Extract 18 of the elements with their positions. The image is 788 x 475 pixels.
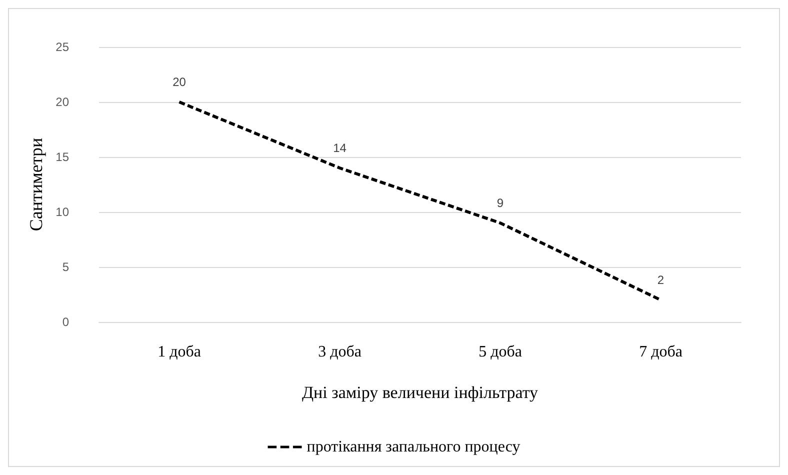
data-label: 2 — [657, 273, 664, 287]
x-tick-label: 5 доба — [478, 344, 522, 360]
y-tick-label: 10 — [56, 205, 70, 219]
x-tick-label: 1 доба — [158, 344, 201, 360]
line-series — [178, 100, 662, 302]
x-tick-label: 7 доба — [639, 344, 682, 360]
y-tick-label: 5 — [62, 260, 70, 274]
y-tick-label: 20 — [56, 95, 70, 109]
x-tick-label: 3 доба — [318, 344, 362, 360]
data-label: 14 — [333, 141, 347, 155]
data-label: 20 — [172, 75, 186, 89]
y-axis-title: Сантиметри — [26, 138, 46, 232]
y-tick-label: 25 — [56, 40, 70, 54]
x-axis-title: Дні заміру величени інфільтрату — [302, 383, 539, 402]
data-label: 9 — [496, 196, 504, 210]
y-tick-label: 0 — [62, 315, 70, 329]
legend-label: протікання запального процесу — [306, 438, 520, 456]
y-tick-label: 15 — [56, 150, 70, 164]
